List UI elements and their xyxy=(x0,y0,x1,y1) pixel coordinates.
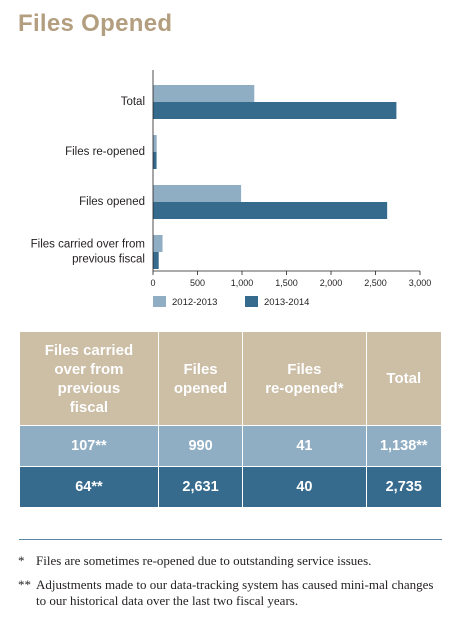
table-row: 107** 990 41 1,138** xyxy=(19,425,443,467)
bar-2012-2013-1 xyxy=(153,135,157,152)
table-cell: 1,138** xyxy=(365,425,443,467)
table-cell: 107** xyxy=(19,425,159,467)
x-tick-label: 2,000 xyxy=(320,278,343,288)
table-cell: 990 xyxy=(157,425,244,467)
table-cell: 41 xyxy=(242,425,367,467)
bar-2012-2013-3 xyxy=(153,235,163,252)
footnote-mark: ** xyxy=(18,577,31,592)
category-label: Total xyxy=(121,96,145,108)
table-cell: 2,631 xyxy=(157,466,244,508)
header-total: Total xyxy=(365,331,443,426)
bar-2012-2013-0 xyxy=(153,85,255,102)
page-title: Files Opened xyxy=(18,10,173,37)
x-tick-label: 2,500 xyxy=(364,278,387,288)
x-tick-label: 500 xyxy=(190,278,205,288)
category-label: Files opened xyxy=(79,196,145,208)
footnote-2: ** Adjustments made to our data-tracking … xyxy=(18,577,443,609)
footnote-text: Adjustments made to our data-tracking sy… xyxy=(36,577,434,608)
legend-swatch xyxy=(153,296,166,307)
x-tick-label: 1,500 xyxy=(275,278,298,288)
x-tick-label: 3,000 xyxy=(409,278,432,288)
bar-chart: 0 500 1,000 1,500 2,000 2,500 3,000 Total Files … xyxy=(31,70,432,308)
bar-2013-2014-3 xyxy=(153,252,159,269)
header-files-opened: Files opened xyxy=(157,331,244,426)
footnote-1: * Files are sometimes re-opened due to ou… xyxy=(18,553,443,569)
header-label: Files re-opened* xyxy=(265,360,344,397)
divider xyxy=(19,539,442,540)
bar-2013-2014-0 xyxy=(153,102,397,119)
category-label: Files carried over from xyxy=(31,239,145,251)
bar-2012-2013-2 xyxy=(153,185,242,202)
table-row: 64** 2,631 40 2,735 xyxy=(19,466,443,508)
header-label: Total xyxy=(386,370,422,387)
header-label: Files carried over from previous fiscal xyxy=(44,341,134,416)
category-label: Files re-opened xyxy=(65,146,145,158)
data-table: Files carried over from previous fiscal … xyxy=(19,331,443,508)
header-label: Files opened xyxy=(173,360,228,397)
legend-label: 2013-2014 xyxy=(264,297,309,308)
table-cell: 40 xyxy=(242,466,367,508)
legend-swatch xyxy=(245,296,258,307)
legend-label: 2012-2013 xyxy=(172,297,217,308)
bar-2013-2014-2 xyxy=(153,202,388,219)
x-tick-label: 0 xyxy=(150,278,155,288)
table-header-row: Files carried over from previous fiscal … xyxy=(19,331,443,426)
table-cell: 64** xyxy=(19,466,159,508)
category-label: previous fiscal xyxy=(72,254,145,266)
x-tick-label: 1,000 xyxy=(231,278,254,288)
table-cell: 2,735 xyxy=(365,466,443,508)
footnote-mark: * xyxy=(18,553,25,568)
header-files-carried-over: Files carried over from previous fiscal xyxy=(19,331,159,426)
bar-2013-2014-1 xyxy=(153,152,157,169)
footnote-text: Files are sometimes re-opened due to out… xyxy=(36,553,372,568)
header-files-reopened: Files re-opened* xyxy=(242,331,367,426)
